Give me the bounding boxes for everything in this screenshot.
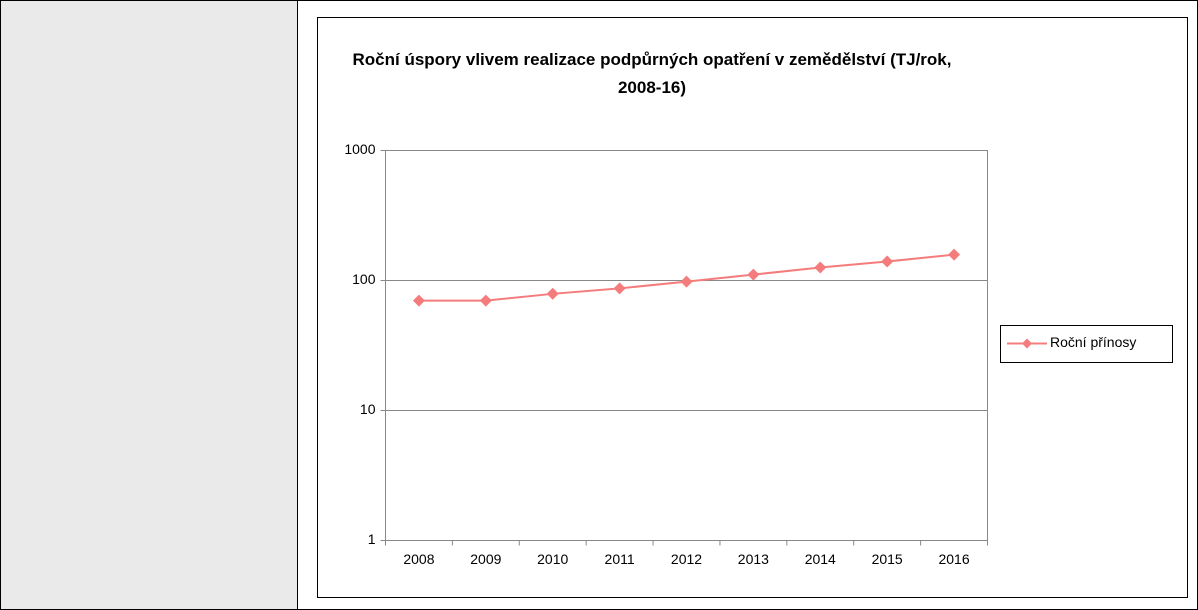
x-tick-label: 2016 bbox=[938, 551, 969, 567]
x-tick-label: 2015 bbox=[872, 551, 903, 567]
x-tick-label: 2013 bbox=[738, 551, 769, 567]
x-tick-label: 2012 bbox=[671, 551, 702, 567]
y-tick-label: 1 bbox=[368, 531, 376, 547]
y-tick-label: 1000 bbox=[344, 141, 375, 157]
side-cell bbox=[1, 1, 297, 609]
y-tick-label: 100 bbox=[352, 271, 376, 287]
data-point bbox=[948, 248, 961, 261]
data-point bbox=[613, 282, 626, 295]
data-point bbox=[747, 268, 760, 281]
data-point bbox=[881, 255, 894, 268]
data-point bbox=[412, 294, 425, 307]
data-point bbox=[680, 275, 693, 288]
legend-label: Roční přínosy bbox=[1050, 334, 1136, 350]
data-point bbox=[546, 287, 559, 300]
y-tick-label: 10 bbox=[360, 401, 376, 417]
x-tick-label: 2014 bbox=[805, 551, 836, 567]
x-tick-label: 2010 bbox=[537, 551, 568, 567]
plot-area bbox=[385, 150, 988, 541]
x-tick-label: 2011 bbox=[605, 551, 635, 567]
x-tick-label: 2008 bbox=[403, 551, 434, 567]
data-point bbox=[814, 261, 827, 274]
data-point bbox=[479, 294, 492, 307]
legend-swatch-marker bbox=[1022, 338, 1032, 349]
chart-title: Roční úspory vlivem realizace podpůrných… bbox=[352, 50, 952, 97]
x-tick-label: 2009 bbox=[470, 551, 501, 567]
